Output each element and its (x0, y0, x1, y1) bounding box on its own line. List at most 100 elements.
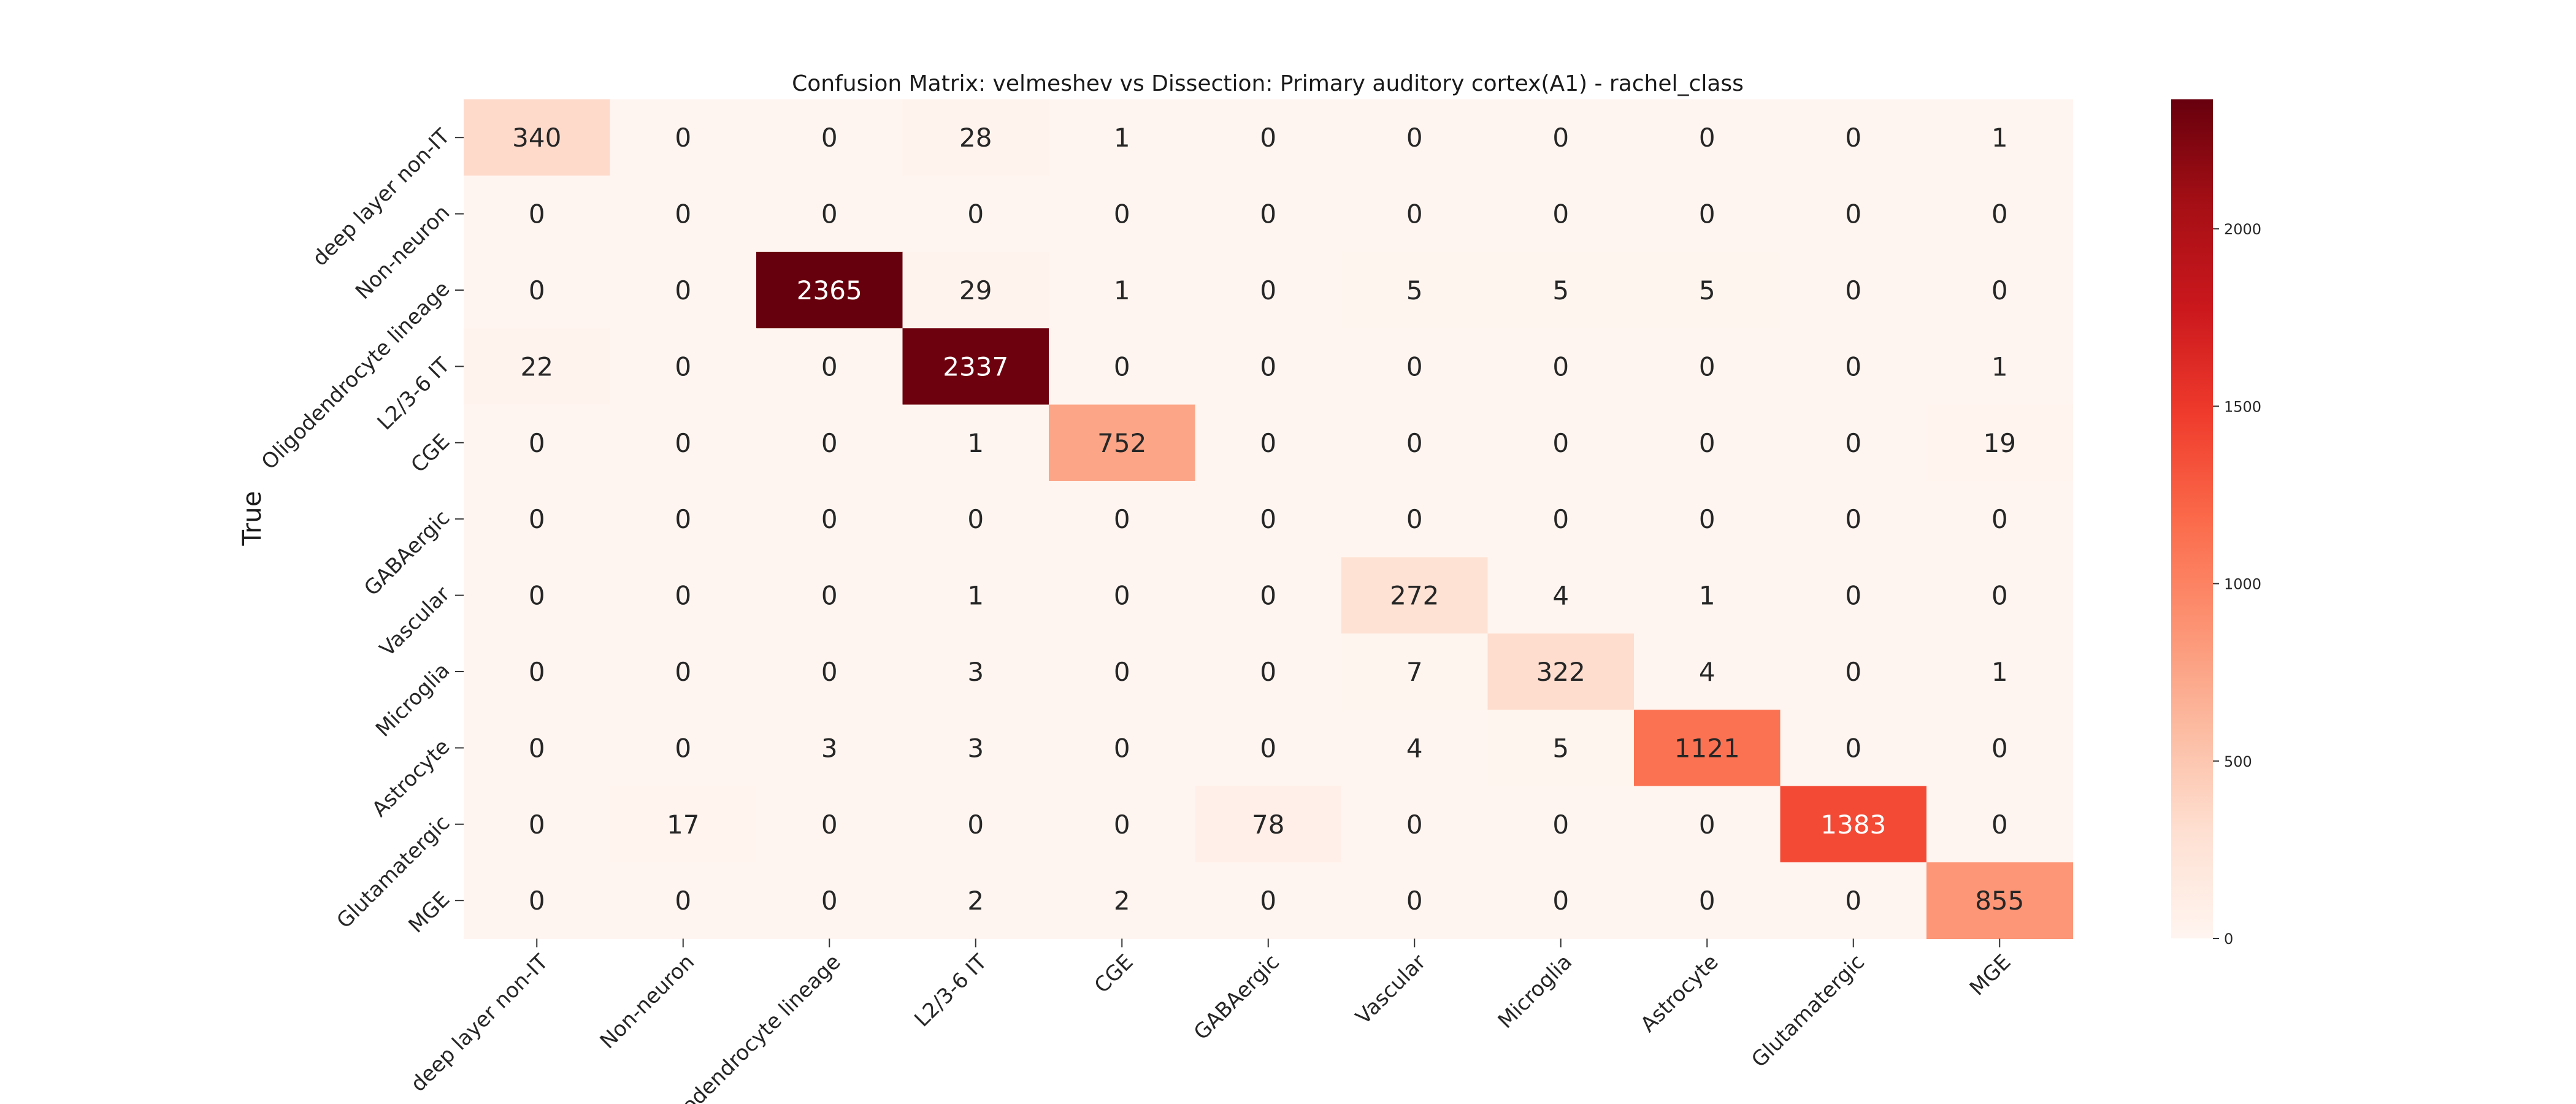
cell-value-label: 0 (821, 504, 838, 534)
cell-value-label: 1383 (1820, 810, 1886, 840)
row-tick-label: L2/3-6 IT (373, 353, 455, 435)
heatmap-cell (902, 710, 1049, 787)
column-tick-labels: deep layer non-IT Non-neuronOligodendrocy… (406, 938, 2016, 1104)
heatmap-cell (756, 710, 903, 787)
cell-value-label: 0 (1991, 810, 2008, 840)
cell-value-label: 2337 (943, 351, 1008, 381)
heatmap-cell (610, 710, 757, 787)
heatmap-cell (1049, 862, 1196, 939)
heatmap-cell (1926, 557, 2074, 634)
cell-value-label: 1 (967, 581, 984, 611)
cell-value-label: 0 (1699, 428, 1715, 458)
cell-value-label: 3 (967, 657, 984, 687)
cell-value-label: 0 (967, 504, 984, 534)
cell-value-label: 5 (1406, 275, 1423, 305)
cell-value-label: 0 (1991, 733, 2008, 763)
heatmap-cell (902, 862, 1049, 939)
heatmap-cell (1049, 786, 1196, 863)
heatmap-cell (1195, 481, 1342, 558)
colorbar-tick-label: 1000 (2224, 576, 2261, 593)
cell-value-label: 0 (529, 886, 545, 916)
heatmap-cell (1487, 251, 1635, 329)
cell-value-label: 0 (1552, 199, 1569, 229)
heatmap-cell (464, 786, 611, 863)
cell-value-label: 17 (667, 810, 699, 840)
column-tick-label: CGE (1090, 949, 1138, 998)
cell-value-label: 752 (1097, 428, 1146, 458)
heatmap-cell (464, 862, 611, 939)
cell-value-label: 0 (1552, 351, 1569, 381)
heatmap-cell (1634, 175, 1781, 253)
cell-value-label: 0 (1845, 351, 1861, 381)
cell-value-label: 3 (821, 733, 838, 763)
heatmap-cell (464, 328, 611, 405)
heatmap-cell (464, 404, 611, 481)
heatmap-cell (1195, 786, 1342, 863)
heatmap-cell (1195, 99, 1342, 176)
cell-value-label: 0 (821, 886, 838, 916)
row-tick-labels: deep layer non-ITNon-neuronOligodendrocy… (257, 124, 464, 938)
heatmap-cell (464, 251, 611, 329)
cell-value-label: 0 (1260, 886, 1276, 916)
heatmap-cell (1926, 633, 2074, 710)
chart-title: Confusion Matrix: velmeshev vs Dissectio… (792, 71, 1744, 96)
heatmap-cell (1049, 710, 1196, 787)
column-tick-label: Non-neuron (596, 949, 699, 1053)
cell-value-label: 5 (1699, 275, 1715, 305)
row-tick-label: MGE (404, 887, 455, 938)
cell-value-label: 0 (1699, 504, 1715, 534)
cell-value-label: 0 (1406, 351, 1423, 381)
cell-value-label: 0 (1699, 199, 1715, 229)
row-tick-label: CGE (406, 429, 454, 478)
heatmap-cell (1049, 633, 1196, 710)
heatmap-cell (1341, 481, 1489, 558)
heatmap-cell (1049, 251, 1196, 329)
cell-value-label: 0 (675, 504, 691, 534)
cell-value-label: 0 (1406, 810, 1423, 840)
cell-value-label: 0 (1114, 199, 1130, 229)
colorbar-tick-label: 1500 (2224, 398, 2261, 415)
heatmap-cell (902, 786, 1049, 863)
cell-value-label: 0 (675, 657, 691, 687)
heatmap-cell (902, 251, 1049, 329)
cell-value-label: 0 (967, 199, 984, 229)
heatmap-cell (756, 251, 903, 329)
column-tick-label: GABAergic (1189, 949, 1284, 1045)
heatmap-cell (1634, 557, 1781, 634)
cell-value-label: 0 (1114, 504, 1130, 534)
heatmap-cell (1195, 175, 1342, 253)
cell-value-label: 0 (821, 428, 838, 458)
cell-value-label: 0 (529, 275, 545, 305)
heatmap-cell (464, 557, 611, 634)
heatmap-cell (1049, 481, 1196, 558)
cell-value-label: 0 (1114, 657, 1130, 687)
cell-value-label: 0 (1406, 199, 1423, 229)
row-tick-label: deep layer non-IT (308, 124, 455, 271)
cell-value-label: 0 (1260, 123, 1276, 153)
heatmap-cell (464, 175, 611, 253)
cell-value-label: 0 (675, 428, 691, 458)
cell-value-label: 0 (821, 810, 838, 840)
heatmap-cell (902, 99, 1049, 176)
heatmap-cell (1926, 862, 2074, 939)
cell-value-label: 0 (1114, 733, 1130, 763)
cell-value-label: 0 (675, 275, 691, 305)
cell-value-label: 0 (675, 351, 691, 381)
heatmap-cell (1926, 404, 2074, 481)
heatmap-cell (610, 633, 757, 710)
heatmap-cell (1487, 175, 1635, 253)
cell-value-label: 0 (1845, 428, 1861, 458)
cell-value-label: 2 (967, 886, 984, 916)
cell-value-label: 0 (675, 886, 691, 916)
heatmap-cell (756, 862, 903, 939)
heatmap-cell (756, 633, 903, 710)
cell-value-label: 0 (821, 657, 838, 687)
heatmap-cell (756, 404, 903, 481)
heatmap-cell (902, 557, 1049, 634)
heatmap-cell (1341, 251, 1489, 329)
heatmap-cell (1341, 862, 1489, 939)
cell-value-label: 0 (1699, 810, 1715, 840)
cell-value-label: 0 (1552, 123, 1569, 153)
heatmap-cell (756, 481, 903, 558)
